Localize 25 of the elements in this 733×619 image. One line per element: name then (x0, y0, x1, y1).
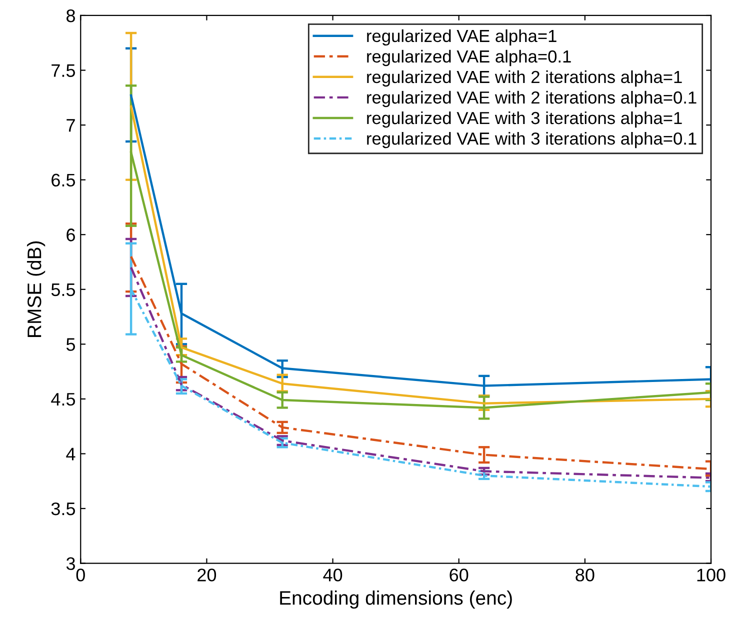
legend-label: regularized VAE with 2 iterations alpha=1 (367, 70, 682, 87)
y-tick-label: 4.5 (51, 393, 76, 406)
y-tick-label: 3 (66, 557, 75, 570)
y-axis-title: RMSE (dB) (26, 241, 46, 337)
y-tick-label: 3.5 (51, 502, 76, 516)
legend-label: regularized VAE with 2 iterations alpha=0.1 (367, 90, 696, 108)
legend-label: regularized VAE with 3 iterations alpha=0.1 (367, 132, 696, 148)
y-tick-label: 7 (66, 119, 75, 132)
x-tick-label: 0 (76, 568, 85, 582)
y-tick-label: 5.5 (51, 284, 76, 296)
x-tick-label: 100 (697, 568, 726, 582)
x-tick-label: 60 (450, 568, 468, 582)
y-tick-label: 8 (66, 9, 75, 22)
x-tick-label: 20 (198, 568, 216, 582)
x-tick-label: 80 (576, 568, 594, 582)
y-tick-label: 4 (66, 448, 76, 460)
x-axis-title: Encoding dimensions (enc) (280, 590, 512, 609)
legend-label: regularized VAE alpha=0.1 (367, 50, 571, 66)
legend-label: regularized VAE alpha=1 (367, 29, 556, 46)
y-tick-label: 7.5 (52, 64, 76, 77)
y-tick-label: 5 (66, 338, 76, 351)
y-tick-label: 6.5 (52, 174, 76, 187)
legend-label: regularized VAE with 3 iterations alpha=1 (367, 111, 682, 128)
x-tick-label: 40 (323, 568, 342, 582)
y-tick-label: 6 (66, 228, 75, 242)
